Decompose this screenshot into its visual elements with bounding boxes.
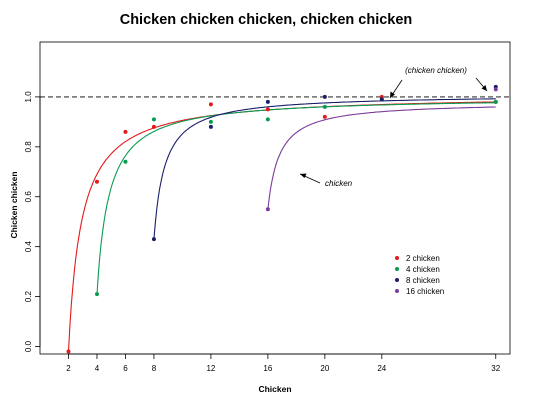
x-tick-label: 2	[66, 364, 71, 373]
annotation-top-arrowhead-right	[481, 85, 487, 91]
data-point	[66, 349, 71, 354]
x-tick-label: 16	[263, 364, 272, 373]
data-point	[322, 94, 327, 99]
data-point	[322, 114, 327, 119]
legend-marker	[395, 256, 399, 260]
data-point	[94, 292, 99, 297]
data-point	[94, 179, 99, 184]
data-point	[265, 107, 270, 112]
legend-label: 8 chicken	[406, 276, 440, 285]
x-tick-label: 8	[152, 364, 157, 373]
x-axis: 2 4 6 8 12 16 20 24 32	[66, 353, 501, 373]
legend: 2 chicken 4 chicken 8 chicken 16 chicken	[395, 254, 444, 296]
x-axis-title: Chicken	[258, 384, 291, 394]
plot-frame	[39, 41, 511, 355]
data-point	[123, 159, 128, 164]
data-point	[265, 117, 270, 122]
data-point	[322, 104, 327, 109]
data-point	[265, 99, 270, 104]
legend-label: 2 chicken	[406, 254, 440, 263]
x-tick-label: 24	[377, 364, 386, 373]
data-point	[151, 117, 156, 122]
x-tick-label: 12	[206, 364, 215, 373]
y-tick-label: 0.4	[24, 241, 33, 253]
annotation-top: (chicken chicken)	[389, 66, 488, 99]
legend-marker	[395, 278, 399, 282]
data-point	[265, 207, 270, 212]
y-tick-label: 1.0	[24, 91, 33, 103]
fit-curves	[67, 98, 496, 352]
y-axis: 0.0 0.2 0.4 0.6 0.8 1.0	[24, 91, 41, 352]
annotation-top-arrowhead-left	[390, 91, 395, 98]
fit-curve	[96, 102, 496, 295]
legend-marker	[395, 267, 399, 271]
y-tick-label: 0.2	[24, 290, 33, 302]
fit-curve	[267, 106, 496, 210]
x-tick-label: 20	[320, 364, 329, 373]
y-tick-label: 0.8	[24, 141, 33, 153]
data-point	[493, 99, 498, 104]
legend-marker	[395, 289, 399, 293]
data-point	[123, 129, 128, 134]
y-tick-label: 0.0	[24, 340, 33, 352]
data-point	[208, 124, 213, 129]
annotation-mid-arrowhead	[300, 173, 307, 178]
data-point	[379, 97, 384, 102]
chart-title: Chicken chicken chicken, chicken chicken	[120, 12, 413, 28]
fit-curve	[153, 98, 496, 240]
x-tick-label: 6	[123, 364, 128, 373]
data-point	[208, 102, 213, 107]
legend-label: 4 chicken	[406, 265, 440, 274]
x-tick-label: 4	[95, 364, 100, 373]
data-point	[208, 119, 213, 124]
data-point	[151, 237, 156, 242]
x-tick-label: 32	[491, 364, 500, 373]
annotation-mid: chicken	[299, 173, 353, 188]
data-point	[493, 87, 498, 92]
fit-curve	[67, 101, 496, 352]
data-point	[151, 124, 156, 129]
y-axis-title: Chicken chicken	[9, 171, 19, 238]
legend-label: 16 chicken	[406, 287, 444, 296]
annotation-mid-label: chicken	[325, 179, 353, 188]
data-points	[66, 84, 498, 354]
y-tick-label: 0.6	[24, 191, 33, 203]
annotation-top-label: (chicken chicken)	[405, 66, 467, 75]
